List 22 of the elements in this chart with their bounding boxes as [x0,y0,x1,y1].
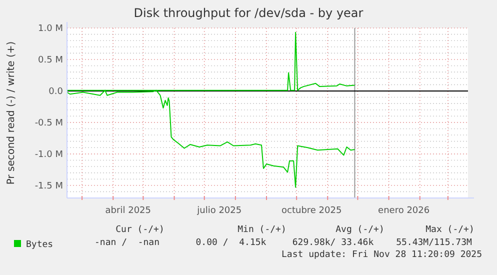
y-tick-label: -1.0 M [34,150,63,160]
y-tick-label: -0.5 M [34,118,63,129]
y-tick-label: 0.5 M [38,56,63,66]
legend-label: Bytes [26,240,54,250]
text: 0.00 / 4.15k [196,238,267,248]
text: 55.43M/115.73M [396,238,473,248]
chart-title: Disk throughput for /dev/sda - by year [134,6,364,20]
text: Min (-/+) [238,225,286,235]
y-tick-label: -1.5 M [34,182,63,192]
text: Cur (-/+) [116,225,164,235]
y-axis-title: Pr second read (-) / write (+) [6,41,17,185]
text: -nan / -nan [94,238,160,248]
x-tick-label: enero 2026 [378,206,430,216]
y-tick-label: 0.0 [48,87,64,98]
y-tick-label: 1.0 M [38,24,63,34]
text: 629.98k/ 33.46k [292,238,374,248]
text: Last update: Fri Nov 28 11:20:09 2025 [282,250,482,260]
text: Max (-/+) [426,225,474,235]
x-tick-label: julio 2025 [196,206,242,216]
x-tick-label: abril 2025 [105,206,152,216]
x-tick-label: octubre 2025 [282,206,342,216]
text: Avg (-/+) [336,225,384,235]
